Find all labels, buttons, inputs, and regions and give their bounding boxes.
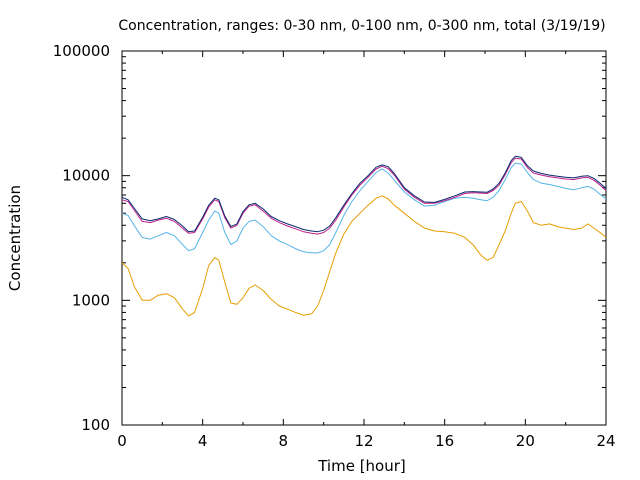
chart-title: Concentration, ranges: 0-30 nm, 0-100 nm… <box>118 18 605 34</box>
x-tick-label: 24 <box>596 432 615 450</box>
x-tick-label: 12 <box>354 432 373 450</box>
series-line-light-blue <box>121 162 607 254</box>
series-line-orange <box>121 195 607 317</box>
y-axis: 100 1000 10000 100000 <box>53 42 606 434</box>
series-line-navy <box>121 155 607 233</box>
y-axis-label: Concentration <box>6 185 24 291</box>
x-tick-label: 8 <box>279 432 289 450</box>
x-tick-label: 0 <box>117 432 127 450</box>
x-axis: 0 4 8 12 16 20 24 <box>117 51 616 450</box>
x-tick-label: 20 <box>516 432 535 450</box>
y-tick-label: 1000 <box>72 291 110 309</box>
series-layer <box>121 155 607 317</box>
x-axis-label: Time [hour] <box>317 457 406 475</box>
series-line-magenta <box>121 157 607 235</box>
y-tick-label: 100 <box>81 416 110 434</box>
y-tick-label: 10000 <box>62 167 110 185</box>
x-tick-label: 4 <box>198 432 208 450</box>
plot-area <box>121 50 607 426</box>
y-tick-label: 100000 <box>53 42 110 60</box>
x-tick-label: 16 <box>435 432 454 450</box>
